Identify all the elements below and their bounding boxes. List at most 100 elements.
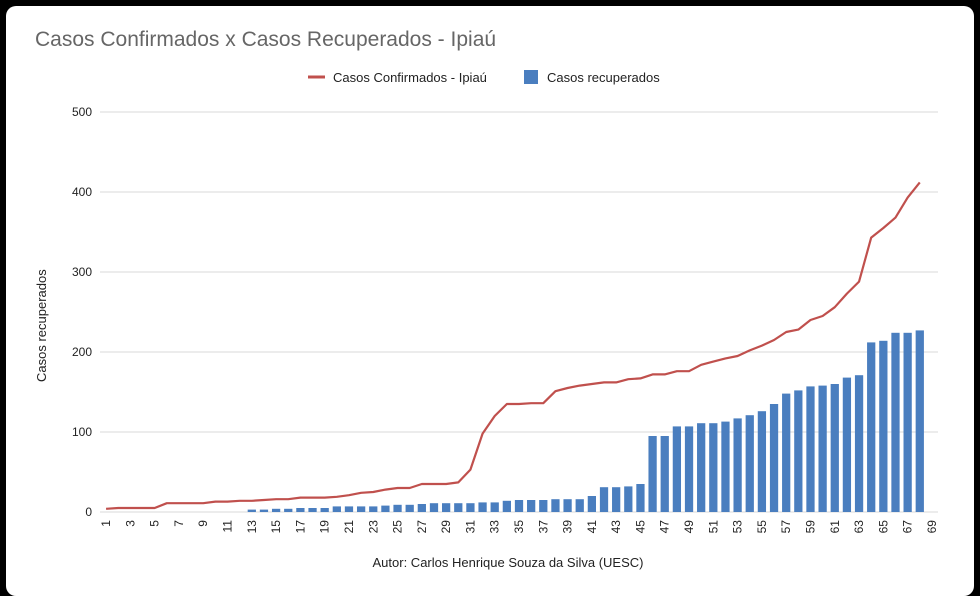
bar-recuperados [684,426,694,512]
bar-recuperados [356,506,366,512]
bar-recuperados [551,499,560,512]
bar-recuperados [344,506,354,512]
x-tick-label: 33 [488,520,502,534]
x-tick-label: 15 [269,520,283,534]
bar-recuperados [769,404,779,512]
bar-recuperados [709,423,718,512]
x-tick-label: 59 [803,520,817,534]
bar-recuperados [842,377,852,512]
y-tick-label: 200 [72,345,92,359]
gridlines [100,111,938,513]
bar-recuperados [442,503,451,512]
bar-recuperados [757,411,767,512]
bar-recuperados [514,500,524,512]
bar-recuperados [284,508,293,512]
bar-recuperados [745,415,754,512]
bar-recuperados [854,375,864,512]
bar-series [247,330,924,512]
x-tick-label: 21 [342,520,356,534]
bar-recuperados [332,506,341,512]
line-confirmados [105,181,921,510]
bar-recuperados [660,436,669,512]
y-tick-label: 500 [72,105,92,119]
legend-label-recuperados: Casos recuperados [547,70,660,85]
bar-recuperados [818,385,827,512]
bar-recuperados [429,503,439,512]
bar-recuperados [587,496,596,512]
x-tick-label: 43 [609,520,623,534]
bar-recuperados [782,393,791,512]
x-tick-label: 45 [633,520,647,534]
chart-card: Casos Confirmados x Casos Recuperados - … [6,6,974,596]
bar-recuperados [891,332,900,512]
x-tick-label: 17 [293,520,307,534]
x-tick-label: 29 [439,520,453,534]
bar-recuperados [721,421,730,512]
x-tick-label: 47 [658,520,672,534]
x-tick-label: 19 [318,520,332,534]
x-tick-label: 65 [876,520,890,534]
x-tick-label: 11 [221,520,235,533]
bar-recuperados [672,426,682,512]
bar-recuperados [879,340,888,512]
x-tick-label: 3 [123,520,137,527]
bar-recuperados [454,503,463,512]
line-series [105,181,921,510]
chart-svg: Casos Confirmados x Casos Recuperados - … [34,28,939,570]
x-tick-label: 25 [391,520,405,534]
x-tick-label: 35 [512,520,526,534]
bar-recuperados [417,504,426,512]
bar-recuperados [599,487,609,512]
bar-recuperados [405,504,414,512]
x-tick-label: 57 [779,520,793,534]
y-axis-label: Casos recuperados [34,269,49,382]
bar-recuperados [575,499,584,512]
x-tick-label: 61 [828,520,842,534]
y-tick-label: 300 [72,265,92,279]
x-axis-label: Autor: Carlos Henrique Souza da Silva (U… [373,555,644,570]
bar-recuperados [478,502,487,512]
bar-recuperados [830,384,839,512]
x-tick-label: 9 [196,520,210,527]
x-tick-label: 53 [731,520,745,534]
bar-recuperados [903,332,912,512]
x-tick-label: 39 [561,520,575,534]
bar-recuperados [259,509,269,512]
x-tick-label: 49 [682,520,696,534]
x-tick-label: 13 [245,520,259,534]
bar-recuperados [308,508,317,512]
x-tick-label: 7 [172,520,186,527]
x-tick-label: 27 [415,520,429,534]
x-tick-label: 37 [536,520,550,534]
x-tick-label: 1 [99,520,113,527]
bar-recuperados [502,500,511,512]
bar-recuperados [867,342,876,512]
bar-recuperados [296,508,305,512]
bar-recuperados [539,500,548,512]
y-tick-label: 100 [72,425,92,439]
x-tick-label: 31 [463,520,477,534]
legend-bar-swatch [524,70,538,84]
bar-recuperados [806,386,815,512]
x-tick-label: 23 [366,520,380,534]
bar-recuperados [490,502,499,512]
bar-recuperados [271,508,281,512]
y-tick-label: 0 [85,505,92,519]
bar-recuperados [636,484,645,512]
x-tick-label: 55 [755,520,769,534]
y-axis-ticks: 0 100 200 300 400 500 [72,105,92,519]
bar-recuperados [320,508,329,512]
bar-recuperados [915,330,924,512]
bar-recuperados [697,423,706,512]
bar-recuperados [527,500,536,512]
bar-recuperados [624,486,633,512]
bar-recuperados [612,487,621,512]
bar-recuperados [381,505,390,512]
legend: Casos Confirmados - Ipiaú Casos recupera… [308,70,660,85]
bar-recuperados [733,418,742,512]
bar-recuperados [648,436,657,512]
bar-recuperados [393,504,402,512]
bar-recuperados [247,509,256,512]
x-tick-label: 51 [706,520,720,534]
chart-title: Casos Confirmados x Casos Recuperados - … [35,28,496,51]
